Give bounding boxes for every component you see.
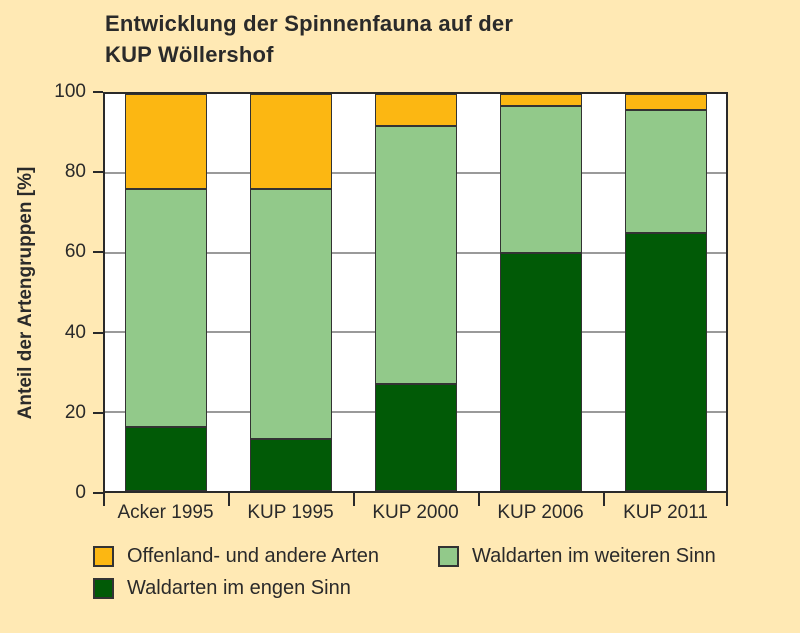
- y-tick-label-40: 40: [64, 321, 86, 343]
- bar-segment: [499, 252, 582, 491]
- y-axis: 0 20 40 60 80 100: [0, 81, 103, 503]
- legend-label: Waldarten im weiteren Sinn: [472, 545, 716, 567]
- y-tick-label-20: 20: [64, 401, 86, 423]
- y-tick-mark: [93, 91, 103, 93]
- legend-label: Offenland- und andere Arten: [127, 545, 380, 567]
- bar-kup-2011: [624, 94, 707, 491]
- y-tick-label-60: 60: [64, 241, 86, 263]
- bar-segment: [374, 383, 457, 491]
- x-label-kup-2011: KUP 2011: [623, 502, 708, 523]
- x-label-acker-1995: Acker 1995: [117, 502, 214, 523]
- x-tick-mark: [603, 493, 605, 506]
- bar-segment: [374, 94, 457, 126]
- bar-segment: [624, 109, 707, 233]
- y-tick-mark: [93, 251, 103, 254]
- y-tick-mark: [93, 492, 103, 494]
- x-tick-mark: [228, 493, 230, 506]
- y-tick-label-100: 100: [54, 81, 86, 102]
- bar-segment: [124, 94, 207, 190]
- legend-item-waldarten-enger-sinn: Waldarten im engen Sinn: [93, 577, 351, 600]
- legend-item-waldarten-weiterer-sinn: Waldarten im weiteren Sinn: [438, 545, 716, 568]
- x-label-kup-2000: KUP 2000: [372, 502, 459, 523]
- x-axis-labels: Acker 1995 KUP 1995 KUP 2000 KUP 2006 KUP 20…: [103, 502, 728, 528]
- x-label-kup-2006: KUP 2006: [497, 502, 584, 523]
- bar-segment: [499, 105, 582, 253]
- bar-segment: [374, 125, 457, 384]
- bar-segment: [249, 189, 332, 440]
- bar-segment: [124, 189, 207, 428]
- legend-item-offenland: Offenland- und andere Arten: [93, 545, 379, 568]
- legend-swatch-light-green: [438, 546, 459, 567]
- y-tick-mark: [93, 411, 103, 414]
- x-tick-mark: [353, 493, 355, 506]
- bar-segment: [499, 94, 582, 106]
- legend-swatch-dark-green: [93, 578, 114, 599]
- x-tick-mark: [726, 493, 728, 506]
- chart-title-line1: Entwicklung der Spinnenfauna auf der: [105, 11, 514, 36]
- bar-acker-1995: [124, 94, 207, 491]
- bar-segment: [249, 94, 332, 190]
- x-label-kup-1995: KUP 1995: [247, 502, 334, 523]
- y-tick-mark: [93, 171, 103, 174]
- bar-kup-2006: [499, 94, 582, 491]
- chart-title-line2: KUP Wöllershof: [105, 42, 274, 67]
- bar-segment: [249, 439, 332, 491]
- y-tick-label-0: 0: [75, 482, 86, 503]
- bar-kup-1995: [249, 94, 332, 491]
- bar-segment: [124, 427, 207, 491]
- x-axis-ticks: [103, 493, 728, 506]
- x-tick-mark: [103, 493, 105, 506]
- bar-kup-2000: [374, 94, 457, 491]
- legend: Offenland- und andere Arten Waldarten im…: [93, 545, 783, 615]
- legend-swatch-orange: [93, 546, 114, 567]
- bar-segment: [624, 232, 707, 491]
- legend-label: Waldarten im engen Sinn: [127, 577, 351, 599]
- y-tick-label-80: 80: [64, 161, 86, 183]
- bar-segment: [624, 94, 707, 110]
- plot-area: [103, 92, 728, 493]
- y-tick-mark: [93, 331, 103, 334]
- chart-title: Entwicklung der Spinnenfauna auf der KUP…: [105, 8, 513, 70]
- x-tick-mark: [478, 493, 480, 506]
